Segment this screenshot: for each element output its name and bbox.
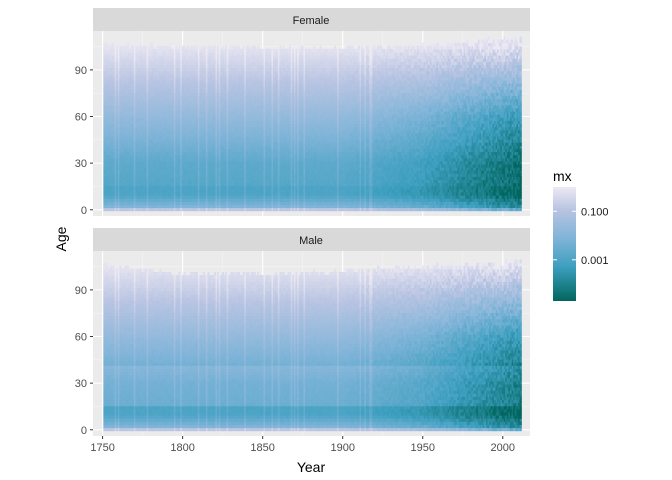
heatmap-cell bbox=[169, 43, 171, 47]
heatmap-cell bbox=[151, 43, 153, 47]
strip-label-female: Female bbox=[293, 15, 330, 27]
heatmap-cell bbox=[127, 43, 129, 47]
heatmap-female bbox=[103, 36, 521, 211]
